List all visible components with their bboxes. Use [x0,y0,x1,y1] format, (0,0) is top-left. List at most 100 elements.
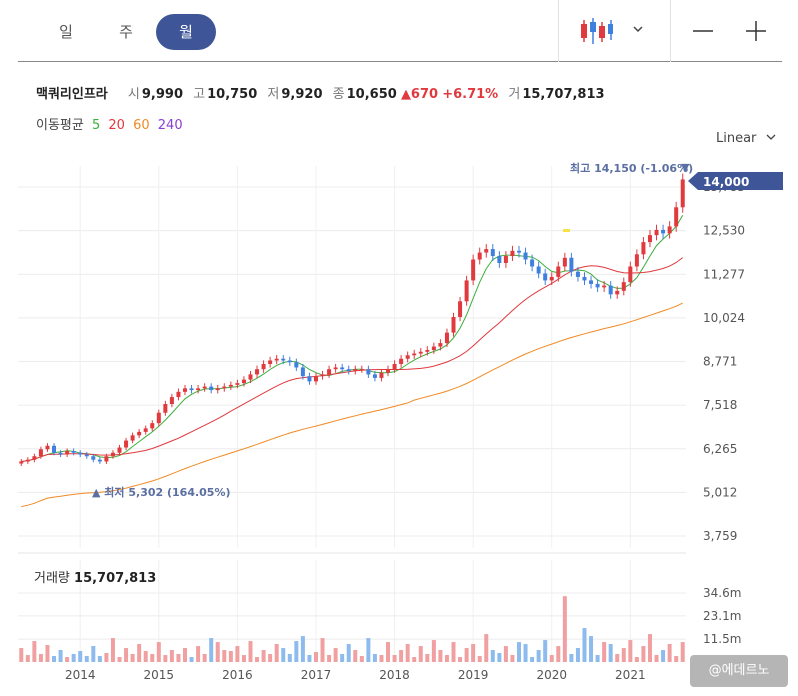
stock-info-row: 맥쿼리인프라 시 9,990 고 10,750 저 9,920 종 10,650 ▲67… [36,83,605,102]
candle-body [19,461,24,464]
volume-bar [510,655,515,662]
volume-bar [392,655,397,662]
candle-body [517,250,521,253]
candle-body [45,445,50,450]
price-axis: 3,759 5,012 6,265 7,518 8,771 10,024 11,277 12,… [703,180,745,543]
volume-bar [261,650,266,662]
candle-body [287,360,292,363]
candle-body [124,440,129,448]
volume-bar [451,642,456,662]
ma-5[interactable]: 5 [91,118,101,133]
candle-body [575,271,580,277]
volume-bar [281,648,286,662]
candle-body [58,452,63,455]
volume-bar [163,655,168,662]
time-tick-label: 2017 [301,668,332,682]
close-label: 종 [332,87,345,102]
volume-bar [490,650,495,662]
candle-body [130,435,135,441]
volume-value: 15,707,813 [522,87,605,102]
volume-bar [65,657,70,662]
volume-bar [536,650,541,662]
candle-body [595,283,600,288]
zoom-in-button[interactable] [743,14,769,48]
price-grid [18,166,686,662]
time-tick-label: 2021 [615,668,646,682]
volume-bar [346,644,351,662]
candle-body [582,276,587,281]
candle-body [386,369,391,373]
volume-bar [52,656,57,662]
current-price-marker: 14,000 [688,172,783,190]
candle-body [615,290,620,295]
ma-line-20 [21,257,684,462]
zoom-out-button[interactable] [690,14,716,48]
price-tick-label: 5,012 [703,485,737,499]
candle-body [477,252,482,260]
volume-bar [156,642,161,662]
tab-week[interactable]: 주 [119,23,133,41]
volume-panel-value: 15,707,813 [74,571,157,586]
chevron-down-icon[interactable] [626,14,650,48]
open-label: 시 [127,87,140,102]
candle-body [366,369,371,375]
volume-bar [543,640,548,662]
ma-60[interactable]: 60 [133,118,150,133]
volume-bar [97,656,102,662]
candle-body [261,363,266,370]
price-tick-label: 6,265 [703,442,737,456]
volume-bar [608,644,613,662]
candle-body [556,266,561,277]
time-tick-label: 2020 [536,668,567,682]
volume-bar [137,644,142,662]
volume-bar [523,644,528,662]
volume-bar [228,651,233,662]
candle-body [104,456,109,462]
candle-body [333,367,338,370]
volume-bar [150,654,155,662]
volume-bar [503,646,508,662]
candle-body [458,301,463,317]
watermark: @에데르노 [690,655,788,687]
candle-body [268,360,273,364]
candle-body [156,412,161,424]
candle-body [281,358,286,361]
volume-bar [582,628,587,662]
open-value: 9,990 [141,87,183,102]
candle-body [654,229,659,236]
candle-body [65,451,70,455]
candle-body [294,362,299,368]
volume-bar [58,650,63,662]
volume-bar [104,653,109,662]
volume-bar [458,657,463,662]
candle-body [405,355,410,359]
volume-bar [307,655,312,662]
volume-bar [386,642,391,662]
candle-body [52,445,57,453]
volume-bar [91,646,96,662]
ma-240[interactable]: 240 [157,118,183,133]
high-marker-arrow: ▼ [681,161,690,174]
volume-bar [71,654,76,662]
scale-selector[interactable]: Linear [716,131,777,146]
price-tick-label: 8,771 [703,355,737,369]
volume-bar [202,654,207,662]
low-label: 저 [267,87,280,102]
volume-bar [241,655,246,662]
price-tick-label: 3,759 [703,529,737,543]
candle-body [78,452,83,455]
volume-bar [196,646,201,662]
volume-bar [274,644,279,662]
volume-label: 거 [508,87,521,102]
ma-20[interactable]: 20 [108,118,125,133]
candle-body [484,249,489,253]
plus-icon [746,21,766,41]
volume-bar [327,655,332,662]
candlestick-icon[interactable] [578,14,614,48]
ma-line-60 [21,302,683,508]
tab-month[interactable]: 월 [156,14,216,50]
volume-bar [674,656,679,662]
candle-body [215,388,220,391]
tab-day[interactable]: 일 [59,23,73,41]
